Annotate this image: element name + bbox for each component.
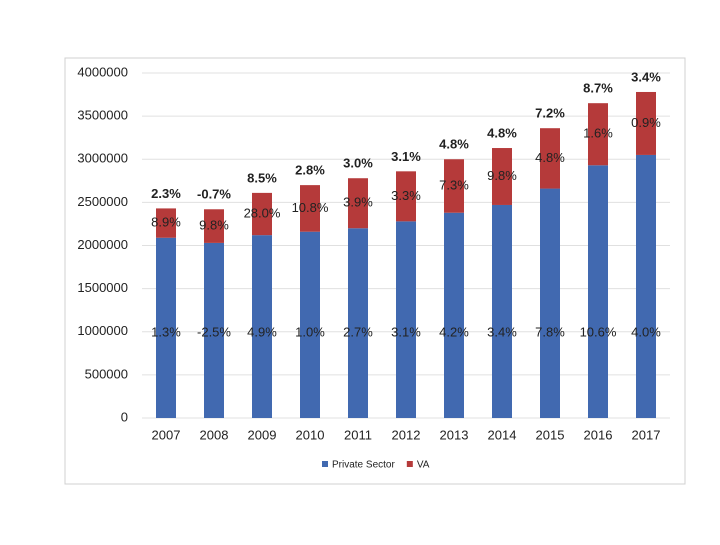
total-label: 4.8% (439, 137, 469, 152)
total-label: 2.8% (295, 163, 325, 178)
total-label: 3.0% (343, 156, 373, 171)
segment-label: 7.8% (535, 324, 565, 339)
x-tick-label: 2012 (392, 427, 421, 442)
segment-label: 3.3% (391, 188, 421, 203)
segment-label: 7.3% (439, 177, 469, 192)
y-tick-label: 4000000 (77, 64, 128, 79)
segment-label: 3.4% (487, 324, 517, 339)
segment-label: 4.0% (631, 324, 661, 339)
y-tick-label: 0 (121, 409, 128, 424)
bar-segment (300, 185, 320, 232)
segment-label: 4.8% (535, 150, 565, 165)
y-tick-label: 1000000 (77, 323, 128, 338)
segment-label: 9.8% (199, 218, 229, 233)
total-label: 8.7% (583, 81, 613, 96)
bar-segment (636, 91, 656, 155)
bar-segment (156, 237, 176, 418)
total-label: 7.2% (535, 106, 565, 121)
segment-label: 0.9% (631, 115, 661, 130)
segment-label: 10.6% (580, 324, 617, 339)
y-tick-label: 1500000 (77, 280, 128, 295)
y-tick-label: 3500000 (77, 108, 128, 123)
bar-segment (300, 231, 320, 418)
segment-label: 1.3% (151, 324, 181, 339)
bar-segment (540, 188, 560, 418)
bar-segment (492, 148, 512, 205)
segment-label: -2.5% (197, 324, 231, 339)
x-tick-label: 2016 (584, 427, 613, 442)
x-tick-label: 2017 (632, 427, 661, 442)
total-label: 3.4% (631, 69, 661, 84)
bar-segment (252, 192, 272, 236)
segment-label: 3.1% (391, 324, 421, 339)
total-label: -0.7% (197, 187, 231, 202)
bar-segment (348, 178, 368, 229)
segment-label: 3.9% (343, 195, 373, 210)
y-tick-label: 2000000 (77, 237, 128, 252)
bar-segment (252, 235, 272, 418)
bar-segment (204, 242, 224, 418)
total-label: 4.8% (487, 125, 517, 140)
x-tick-label: 2014 (488, 427, 517, 442)
segment-label: 10.8% (292, 200, 329, 215)
segment-label: 28.0% (244, 205, 281, 220)
legend-label: VA (417, 460, 430, 471)
x-tick-label: 2011 (344, 427, 372, 442)
bar-segment (588, 165, 608, 418)
total-label: 2.3% (151, 186, 181, 201)
segment-label: 1.0% (295, 324, 325, 339)
bar-segment (444, 159, 464, 213)
bar-segment (588, 103, 608, 166)
total-label: 8.5% (247, 170, 277, 185)
x-tick-label: 2008 (200, 427, 229, 442)
segment-label: 8.9% (151, 215, 181, 230)
bar-segment (204, 209, 224, 243)
bar-segment (156, 208, 176, 238)
legend-swatch (406, 461, 413, 467)
segment-label: 4.9% (247, 324, 277, 339)
bar-segment (540, 128, 560, 189)
legend-label: Private Sector (332, 460, 395, 471)
bar-segment (348, 228, 368, 418)
y-tick-label: 3000000 (77, 151, 128, 166)
bar-segment (492, 204, 512, 418)
segment-label: 4.2% (439, 324, 469, 339)
x-tick-label: 2013 (440, 427, 469, 442)
bar-segment (396, 171, 416, 222)
total-label: 3.1% (391, 149, 421, 164)
segment-label: 2.7% (343, 324, 373, 339)
y-tick-label: 2500000 (77, 194, 128, 209)
bar-segment (396, 221, 416, 418)
y-tick-label: 500000 (85, 366, 128, 381)
x-tick-label: 2007 (152, 427, 181, 442)
x-tick-label: 2009 (248, 427, 277, 442)
bar-segment (444, 212, 464, 418)
x-tick-label: 2010 (296, 427, 325, 442)
segment-label: 9.8% (487, 168, 517, 183)
x-tick-label: 2015 (536, 427, 565, 442)
segment-label: 1.6% (583, 126, 613, 141)
legend-swatch (322, 461, 328, 467)
bar-segment (636, 154, 656, 418)
